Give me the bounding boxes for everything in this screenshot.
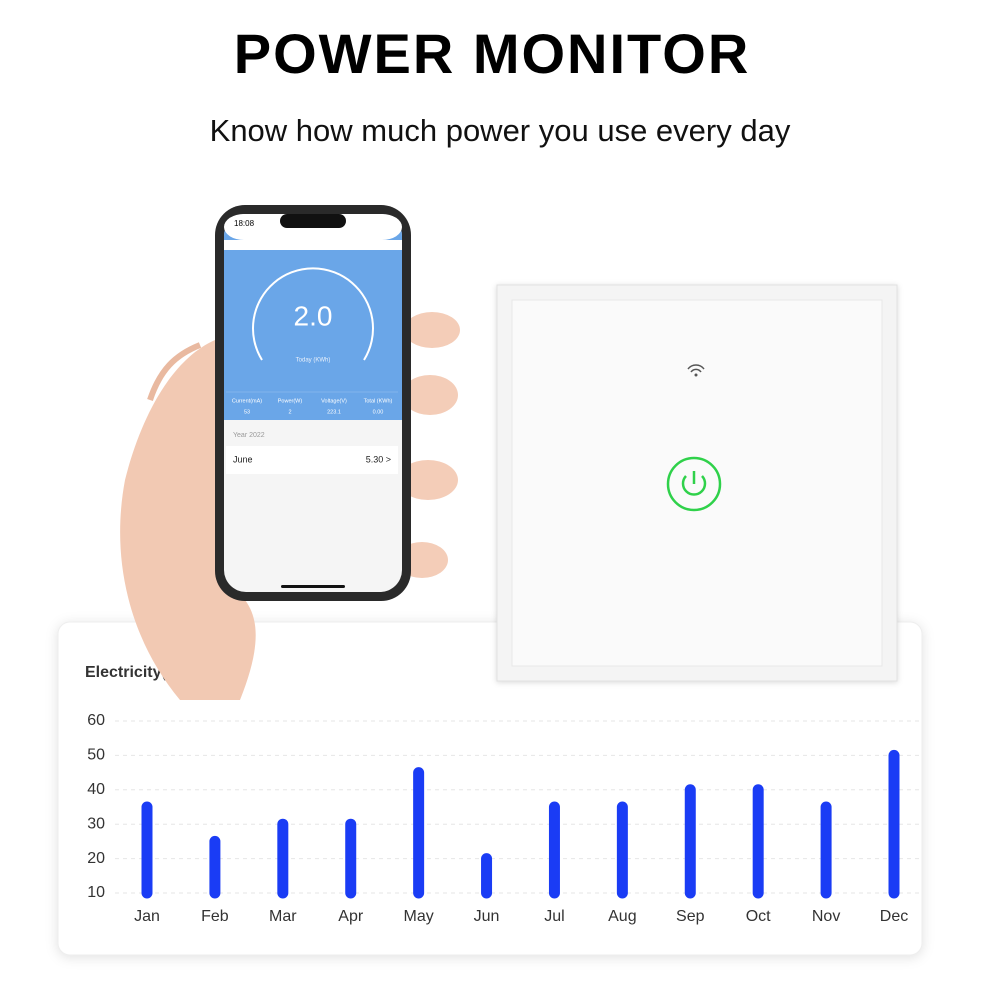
stat-label: Power(W) [278,398,303,404]
phone-time: 18:08 [234,219,255,228]
stat-value: 53 [244,409,250,415]
stat-label: Voltage(V) [321,398,347,404]
x-tick-label: Nov [812,908,840,925]
gauge-reading: 2.0 [294,300,333,331]
stat-value: 0.00 [373,409,384,415]
x-tick-label: Mar [269,908,297,925]
month-value[interactable]: 5.30 > [366,454,391,464]
x-tick-label: Jul [544,908,564,925]
x-tick-label: Jun [474,908,500,925]
y-tick-label: 20 [87,850,105,867]
stat-label: Current(mA) [232,398,262,404]
y-tick-label: 50 [87,747,105,764]
stat-value: 223.1 [327,409,341,415]
x-tick-label: Aug [608,908,636,925]
x-tick-label: Jan [134,908,160,925]
stat-label: Total (KWh) [364,398,393,404]
y-tick-label: 60 [87,712,105,729]
x-tick-label: Oct [746,908,771,925]
x-tick-label: Sep [676,908,705,925]
phone: 18:08 2.0 Today (KWh) Current(mA) 53 Pow… [215,205,411,601]
title: POWER MONITOR [234,22,751,85]
gauge-label: Today (KWh) [296,358,331,364]
x-tick-label: Dec [880,908,908,925]
wall-switch [496,284,898,682]
x-tick-label: Feb [201,908,229,925]
x-tick-label: Apr [338,908,364,925]
y-tick-label: 40 [87,781,105,798]
stat-value: 2 [288,409,291,415]
y-tick-label: 10 [87,884,105,901]
month-label[interactable]: June [233,454,253,464]
y-tick-label: 30 [87,815,105,832]
year-label: Year 2022 [233,432,265,439]
x-tick-label: May [404,908,434,925]
chart-card [57,621,923,956]
subtitle: Know how much power you use every day [210,113,791,148]
